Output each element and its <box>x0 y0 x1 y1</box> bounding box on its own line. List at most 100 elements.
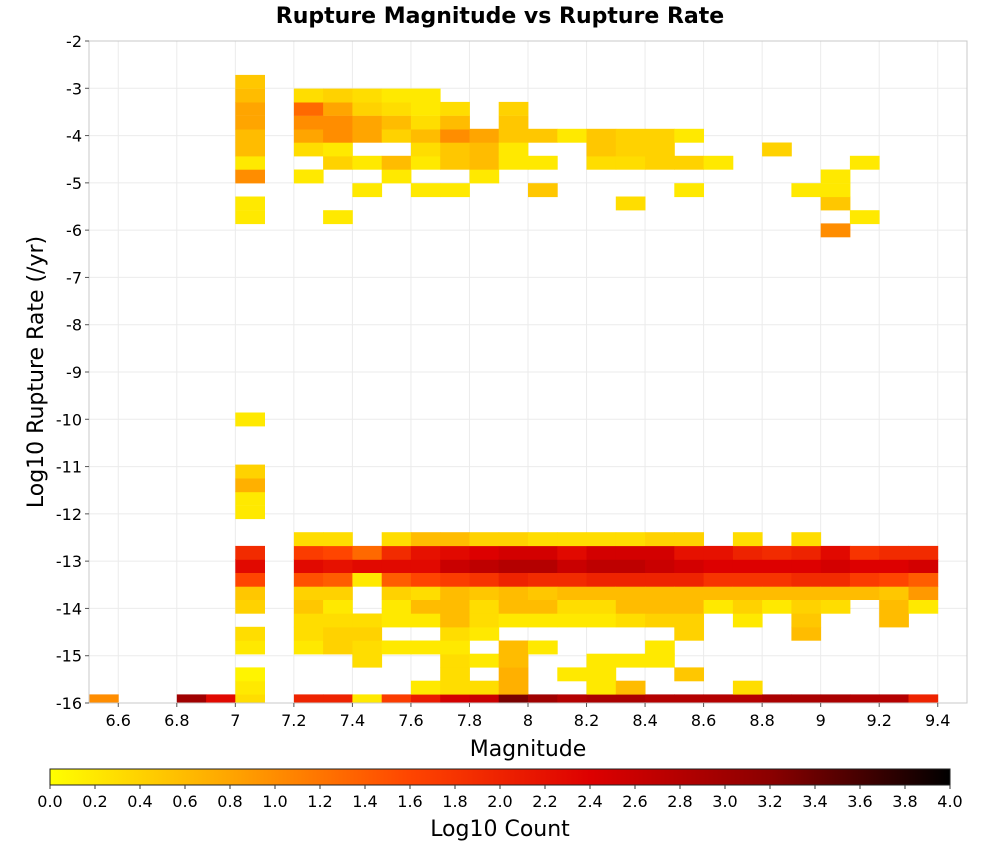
heatmap-cell <box>732 613 763 628</box>
heatmap-cell <box>293 613 324 628</box>
heatmap-cell <box>323 115 353 130</box>
heatmap-cell <box>586 586 617 600</box>
x-tick-label: 8.4 <box>632 711 657 730</box>
heatmap-cell <box>528 599 558 614</box>
heatmap-cell <box>323 572 353 587</box>
heatmap-cell <box>440 680 470 695</box>
heatmap-cell <box>440 599 470 614</box>
heatmap-cell <box>879 613 909 628</box>
heatmap-cell <box>674 572 704 587</box>
heatmap-cell <box>586 680 617 695</box>
colorbar-tick-label: 1.6 <box>397 792 422 811</box>
heatmap-cell <box>352 572 383 587</box>
heatmap-cell <box>381 88 412 103</box>
heatmap-cell <box>352 559 383 573</box>
heatmap-cell <box>323 142 353 157</box>
heatmap-cell <box>381 101 412 116</box>
heatmap-cell <box>440 626 470 641</box>
heatmap-cell <box>352 545 383 560</box>
heatmap-cell <box>586 142 617 157</box>
heatmap-cell <box>469 169 500 184</box>
heatmap-cell <box>791 626 822 641</box>
colorbar-tick-label: 1.8 <box>442 792 467 811</box>
heatmap-cell <box>528 559 558 573</box>
heatmap-cell <box>410 101 441 116</box>
heatmap-cell <box>528 183 558 198</box>
heatmap-cell <box>645 532 675 547</box>
heatmap-cell <box>908 559 939 573</box>
heatmap-cell <box>323 559 353 573</box>
heatmap-cell <box>586 559 617 573</box>
heatmap-cell <box>381 572 412 587</box>
heatmap-cell <box>586 667 617 682</box>
heatmap-cell <box>528 532 558 547</box>
heatmap-cell <box>820 694 851 704</box>
heatmap-cell <box>440 640 470 655</box>
x-tick-label: 9 <box>816 711 826 730</box>
heatmap-cell <box>615 599 646 614</box>
heatmap-cell <box>557 532 587 547</box>
heatmap-cell <box>235 478 265 493</box>
heatmap-cell <box>908 599 939 614</box>
heatmap-cell <box>586 694 617 704</box>
heatmap-cell <box>381 694 412 704</box>
x-tick-label: 7.2 <box>281 711 306 730</box>
y-tick-label: -13 <box>56 552 82 571</box>
heatmap-cell <box>674 586 704 600</box>
heatmap-cell <box>674 613 704 628</box>
heatmap-cell <box>352 613 383 628</box>
heatmap-cell <box>323 599 353 614</box>
x-axis-label: Magnitude <box>470 737 587 762</box>
heatmap-cell <box>674 559 704 573</box>
heatmap-cell <box>498 572 529 587</box>
heatmap-cell <box>293 532 324 547</box>
heatmap-cell <box>381 155 412 170</box>
heatmap-cell <box>762 694 792 704</box>
heatmap-cell <box>293 694 324 704</box>
heatmap-cell <box>557 559 587 573</box>
heatmap-cell <box>323 694 353 704</box>
heatmap-cell <box>293 128 324 143</box>
heatmap-cell <box>235 491 265 506</box>
heatmap-cell <box>820 572 851 587</box>
colorbar-tick-label: 2.4 <box>577 792 602 811</box>
heatmap-cell <box>469 155 500 170</box>
x-tick-label: 8.6 <box>691 711 716 730</box>
heatmap-cell <box>293 640 324 655</box>
heatmap-cell <box>615 155 646 170</box>
heatmap-cell <box>469 653 500 668</box>
heatmap-cell <box>557 613 587 628</box>
heatmap-cell <box>732 532 763 547</box>
heatmap-cell <box>235 640 265 655</box>
heatmap-cell <box>586 613 617 628</box>
heatmap-cell <box>381 599 412 614</box>
heatmap-cell <box>791 545 822 560</box>
heatmap-cell <box>615 694 646 704</box>
heatmap-cell <box>440 572 470 587</box>
x-tick-label: 7.8 <box>457 711 482 730</box>
heatmap-cell <box>440 586 470 600</box>
heatmap-cell <box>352 653 383 668</box>
heatmap-cell <box>352 101 383 116</box>
heatmap-cell <box>498 559 529 573</box>
y-tick-label: -3 <box>66 79 82 98</box>
heatmap-cell <box>469 572 500 587</box>
heatmap-cell <box>498 653 529 668</box>
heatmap-cell <box>498 101 529 116</box>
colorbar-tick-label: 3.2 <box>757 792 782 811</box>
x-tick-label: 7.4 <box>340 711 365 730</box>
heatmap-cell <box>469 142 500 157</box>
colorbar-tick-label: 2.8 <box>667 792 692 811</box>
heatmap-cell <box>323 545 353 560</box>
heatmap-cell <box>440 532 470 547</box>
heatmap-cell <box>528 640 558 655</box>
heatmap-cell <box>791 586 822 600</box>
heatmap-cell <box>352 88 383 103</box>
heatmap-cell <box>440 115 470 130</box>
heatmap-cell <box>323 101 353 116</box>
colorbar-tick-label: 0.0 <box>37 792 62 811</box>
y-axis-ticks: -2 -3 -4 -5 -6 -7 -8 -9 -10 -11 -12 -13 -14 -15 -16 <box>56 32 89 713</box>
chart-title: Rupture Magnitude vs Rupture Rate <box>276 4 724 29</box>
